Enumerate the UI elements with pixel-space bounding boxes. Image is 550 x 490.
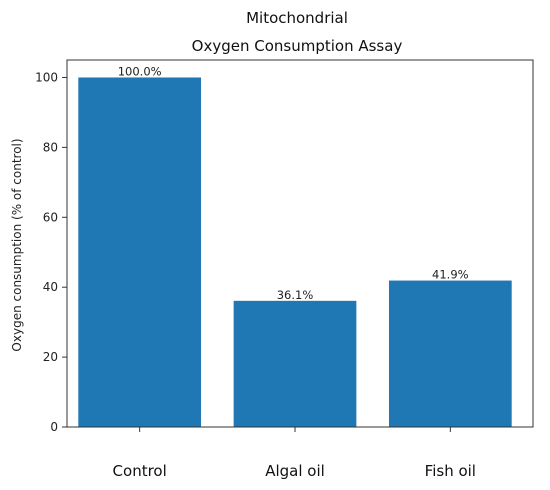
chart-title: Mitochondrial Oxygen Consumption Assay [192,9,403,55]
y-tick-label: 20 [43,350,58,364]
chart-title-line-2: Oxygen Consumption Assay [192,37,403,55]
y-axis-label: Oxygen consumption (% of control) [10,138,24,351]
bar [388,280,512,427]
bar [233,300,357,427]
bar-data-label: 100.0% [118,64,162,78]
x-tick-label: Fish oil [425,462,476,480]
bar [78,77,202,427]
axes-frame [66,59,534,428]
x-tick-label: Control [113,462,167,480]
y-tick-label: 40 [43,280,58,294]
bar-data-label: 41.9% [432,268,469,282]
bar-data-label: 36.1% [277,288,314,302]
chart-title-line-1: Mitochondrial [246,9,348,27]
x-tick-label: Algal oil [265,462,325,480]
y-tick-label: 60 [43,210,58,224]
plot-area: 0 20 40 60 80 100 100.0% Control 36.1% Algal oil 4… [35,59,534,480]
y-tick-label: 100 [35,70,58,84]
y-tick-label: 80 [43,140,58,154]
y-tick-label: 0 [50,420,58,434]
